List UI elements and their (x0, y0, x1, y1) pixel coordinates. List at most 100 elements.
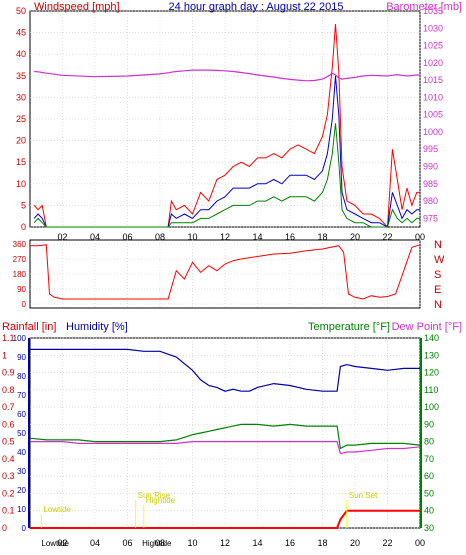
x-tick-label-bottom: 20 (350, 538, 360, 548)
humidity-tick-label: 90 (17, 353, 26, 362)
rainfall-tick-label: 0.7 (2, 402, 15, 412)
humidity-axis-label: Humidity [%] (66, 321, 128, 333)
direction-tick-label: 270 (13, 255, 27, 264)
windspeed-tick-label: 5 (21, 200, 26, 210)
x-tick-label-bottom: 16 (285, 538, 295, 548)
x-tick-label-bottom: 12 (220, 538, 230, 548)
temperature-tick-label: 120 (424, 368, 439, 378)
barometer-tick-label: 985 (423, 179, 438, 189)
rainfall-tick-label: 0.2 (2, 488, 15, 498)
temperature-tick-label: 80 (424, 437, 434, 447)
humidity-tick-label: 60 (17, 410, 26, 419)
rainfall-tick-label: 1.1 (2, 333, 15, 343)
temperature-tick-label: 100 (424, 402, 439, 412)
x-tick-label-top: 20 (350, 232, 360, 242)
x-tick-label-bottom: 22 (382, 538, 392, 548)
temperature-tick-label: 130 (424, 350, 439, 360)
windspeed-tick-label: 30 (16, 92, 26, 102)
humidity-tick-label: 10 (17, 505, 26, 514)
barometer-tick-label: 1020 (423, 58, 443, 68)
temperature-tick-label: 40 (424, 506, 434, 516)
series-low-line (33, 123, 420, 228)
x-tick-label-top: 08 (155, 232, 165, 242)
x-tick-label-top: 16 (285, 232, 295, 242)
rainfall-tick-label: 0.9 (2, 368, 15, 378)
barometer-tick-label: 1000 (423, 127, 443, 137)
windspeed-axis-label: Windspeed [mph] (34, 1, 120, 13)
rainfall-tick-label: 0.6 (2, 419, 15, 429)
barometer-tick-label: 1030 (423, 23, 443, 33)
rainfall-tick-label: 0.8 (2, 385, 15, 395)
x-tick-label-top: 18 (317, 232, 327, 242)
windspeed-tick-label: 35 (16, 71, 26, 81)
rainfall-tick-label: 0.1 (2, 506, 15, 516)
barometer-tick-label: 1005 (423, 110, 443, 120)
bottom-tide-label: Hightide (142, 539, 172, 548)
x-tick-label-top: 14 (252, 232, 262, 242)
series-direction-line (30, 244, 421, 300)
x-tick-label-bottom: 00 (415, 538, 425, 548)
windspeed-tick-label: 20 (16, 136, 26, 146)
direction-tick-label: 90 (17, 285, 26, 294)
series-barometer-line (34, 69, 421, 82)
direction-tick-label: 360 (13, 240, 27, 249)
rainfall-tick-label: 0.5 (2, 437, 15, 447)
compass-label: N (434, 239, 442, 251)
windspeed-tick-label: 40 (16, 49, 26, 59)
humidity-tick-label: 20 (17, 486, 26, 495)
annotation-label: Lowtide (43, 505, 71, 514)
barometer-tick-label: 980 (423, 196, 438, 206)
compass-label: S (434, 269, 441, 281)
x-tick-label-bottom: 02 (57, 538, 67, 548)
x-tick-label-top: 02 (57, 232, 67, 242)
x-tick-label-top: 10 (187, 232, 197, 242)
dewpoint-axis-label: Dew Point [°F] (392, 321, 462, 333)
direction-tick-label: 180 (13, 270, 27, 279)
chart-title: 24 hour graph day : August 22 2015 (169, 1, 344, 13)
humidity-tick-label: 80 (17, 372, 26, 381)
x-tick-label-bottom: 06 (122, 538, 132, 548)
temperature-tick-label: 50 (424, 488, 434, 498)
x-tick-label-bottom: 18 (317, 538, 327, 548)
barometer-tick-label: 975 (423, 213, 438, 223)
barometer-tick-label: 1025 (423, 41, 443, 51)
x-tick-label-top: 12 (220, 232, 230, 242)
rainfall-tick-label: 0.4 (2, 454, 15, 464)
temperature-tick-label: 110 (424, 385, 438, 395)
temperature-tick-label: 70 (424, 454, 434, 464)
compass-label: E (434, 284, 441, 296)
direction-tick-label: 0 (22, 300, 27, 309)
windspeed-tick-label: 50 (16, 6, 26, 16)
x-tick-label-bottom: 14 (252, 538, 262, 548)
barometer-tick-label: 990 (423, 162, 438, 172)
rainfall-tick-label: 0 (2, 523, 7, 533)
bottom-tide-label: Lowtide (41, 539, 69, 548)
temperature-tick-label: 60 (424, 471, 434, 481)
temperature-tick-label: 30 (424, 523, 434, 533)
x-tick-label-top: 04 (90, 232, 100, 242)
humidity-tick-label: 30 (17, 467, 26, 476)
annotation-label: Hightide (146, 496, 176, 505)
series-dewpoint-line (30, 441, 421, 455)
humidity-tick-label: 70 (17, 391, 26, 400)
temperature-tick-label: 140 (424, 333, 439, 343)
barometer-tick-label: 1015 (423, 75, 443, 85)
series-humidity-line (30, 348, 420, 392)
compass-label: W (434, 254, 445, 266)
x-tick-label-top: 22 (382, 232, 392, 242)
series-temperature-line (29, 423, 421, 450)
x-tick-label-top: 00 (415, 232, 425, 242)
x-tick-label-bottom: 04 (90, 538, 100, 548)
humidity-tick-label: 0 (22, 524, 27, 533)
barometer-tick-label: 1010 (423, 92, 443, 102)
windspeed-tick-label: 10 (16, 179, 26, 189)
barometer-tick-label: 995 (423, 144, 438, 154)
x-tick-label-bottom: 08 (155, 538, 165, 548)
compass-label: N (434, 299, 442, 311)
temperature-axis-label: Temperature [°F] (308, 321, 390, 333)
temp-humidity-panel (29, 337, 421, 529)
barometer-tick-label: 1035 (423, 6, 443, 16)
humidity-tick-label: 100 (13, 334, 27, 343)
